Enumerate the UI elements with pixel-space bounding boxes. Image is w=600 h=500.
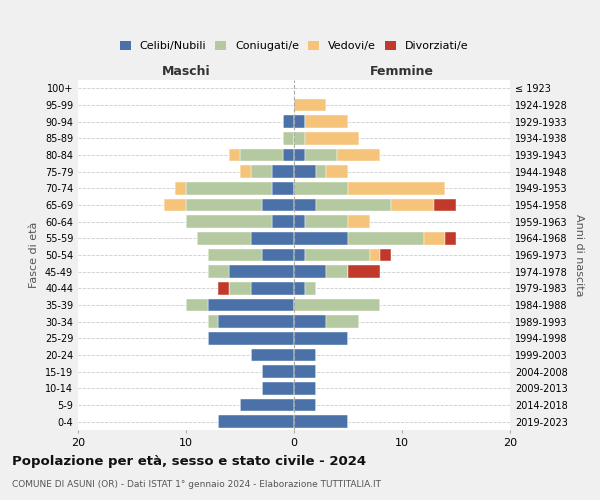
Text: COMUNE DI ASUNI (OR) - Dati ISTAT 1° gennaio 2024 - Elaborazione TUTTITALIA.IT: COMUNE DI ASUNI (OR) - Dati ISTAT 1° gen… <box>12 480 381 489</box>
Bar <box>305 216 348 228</box>
Bar <box>251 166 272 178</box>
Bar <box>348 182 445 194</box>
Bar <box>326 316 359 328</box>
Bar <box>262 382 294 394</box>
Bar <box>262 199 294 211</box>
Bar <box>272 182 294 194</box>
Bar <box>326 266 348 278</box>
Y-axis label: Fasce di età: Fasce di età <box>29 222 39 288</box>
Bar <box>380 248 391 261</box>
Bar <box>251 349 294 361</box>
Bar <box>197 232 251 244</box>
Bar <box>186 182 272 194</box>
Bar <box>218 282 229 294</box>
Bar <box>305 282 316 294</box>
Bar <box>208 316 218 328</box>
Bar <box>294 182 348 194</box>
Bar <box>305 149 337 162</box>
Text: Femmine: Femmine <box>370 64 434 78</box>
Bar <box>283 116 294 128</box>
Bar <box>175 182 186 194</box>
Bar <box>294 399 316 411</box>
Bar <box>305 116 348 128</box>
Bar <box>208 266 229 278</box>
Bar <box>229 149 240 162</box>
Bar <box>294 166 316 178</box>
Bar <box>218 316 294 328</box>
Bar <box>294 416 348 428</box>
Bar <box>186 298 208 311</box>
Bar <box>294 116 305 128</box>
Bar <box>240 399 294 411</box>
Bar <box>305 248 370 261</box>
Bar <box>251 282 294 294</box>
Bar <box>208 298 294 311</box>
Bar <box>240 149 283 162</box>
Bar <box>294 199 316 211</box>
Legend: Celibi/Nubili, Coniugati/e, Vedovi/e, Divorziati/e: Celibi/Nubili, Coniugati/e, Vedovi/e, Di… <box>115 36 473 56</box>
Bar <box>294 248 305 261</box>
Bar <box>294 349 316 361</box>
Bar <box>208 332 294 344</box>
Bar <box>294 149 305 162</box>
Bar <box>326 166 348 178</box>
Bar <box>305 132 359 144</box>
Bar <box>240 166 251 178</box>
Bar <box>424 232 445 244</box>
Bar <box>294 282 305 294</box>
Text: Maschi: Maschi <box>161 64 211 78</box>
Bar <box>283 149 294 162</box>
Bar <box>294 132 305 144</box>
Bar <box>316 199 391 211</box>
Bar <box>294 382 316 394</box>
Bar <box>262 366 294 378</box>
Bar <box>434 199 456 211</box>
Bar <box>208 248 262 261</box>
Bar <box>251 232 294 244</box>
Y-axis label: Anni di nascita: Anni di nascita <box>574 214 584 296</box>
Bar <box>337 149 380 162</box>
Bar <box>294 366 316 378</box>
Bar <box>391 199 434 211</box>
Bar <box>294 232 348 244</box>
Bar <box>348 216 370 228</box>
Bar <box>218 416 294 428</box>
Bar <box>186 216 272 228</box>
Bar <box>272 166 294 178</box>
Bar <box>229 282 251 294</box>
Bar <box>229 266 294 278</box>
Bar <box>294 316 326 328</box>
Bar <box>294 266 326 278</box>
Bar <box>370 248 380 261</box>
Bar <box>348 266 380 278</box>
Bar <box>294 216 305 228</box>
Bar <box>294 298 380 311</box>
Bar <box>186 199 262 211</box>
Bar <box>272 216 294 228</box>
Bar <box>164 199 186 211</box>
Bar <box>262 248 294 261</box>
Bar <box>445 232 456 244</box>
Bar <box>294 99 326 112</box>
Bar <box>283 132 294 144</box>
Bar <box>348 232 424 244</box>
Text: Popolazione per età, sesso e stato civile - 2024: Popolazione per età, sesso e stato civil… <box>12 455 366 468</box>
Bar <box>316 166 326 178</box>
Bar <box>294 332 348 344</box>
